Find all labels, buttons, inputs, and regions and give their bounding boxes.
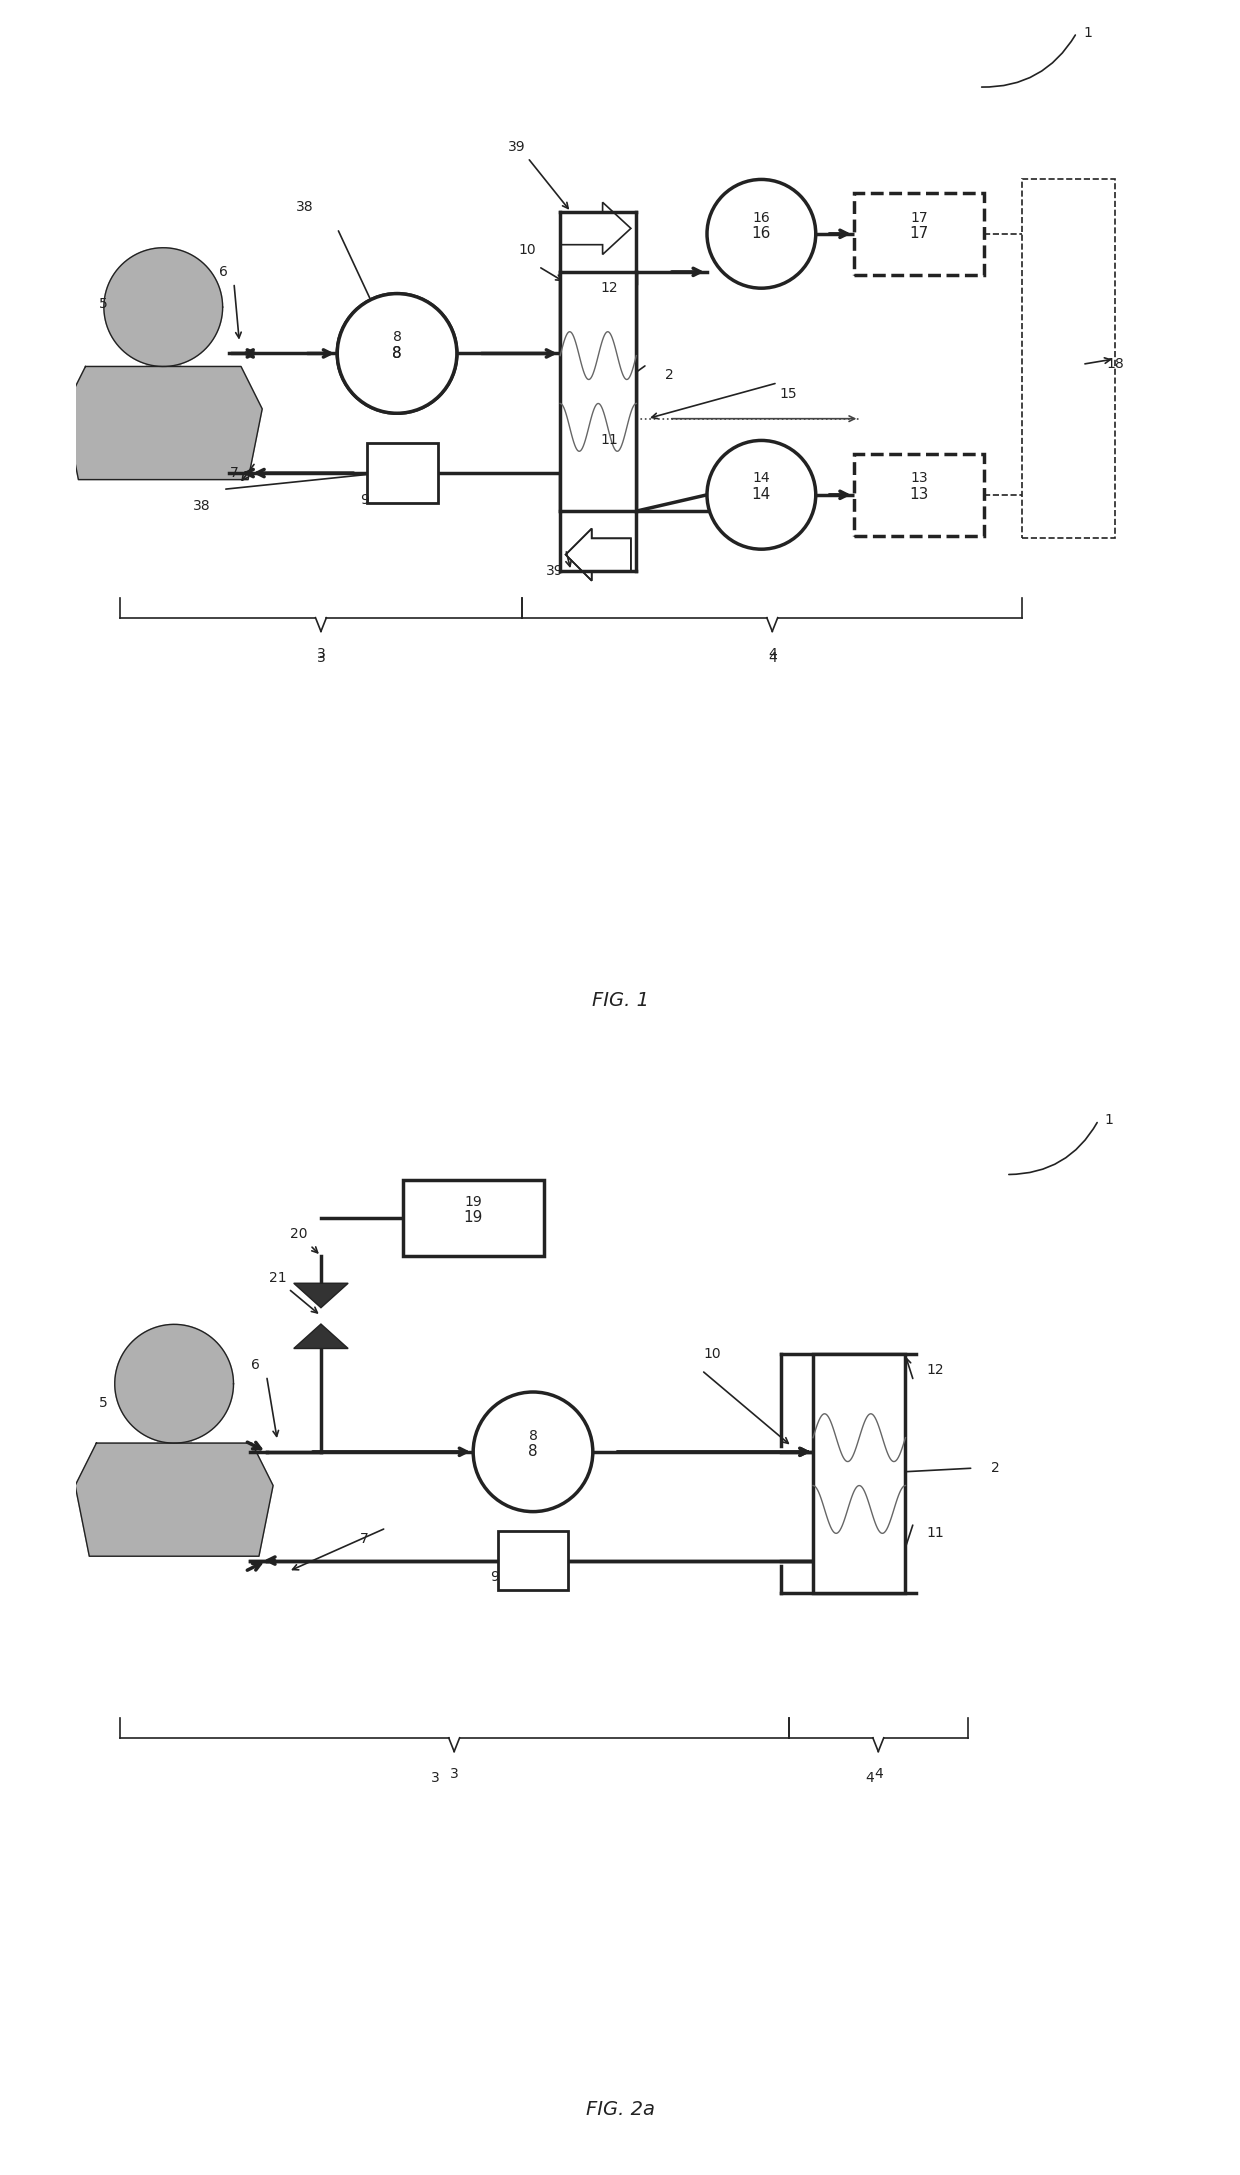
FancyBboxPatch shape	[854, 455, 985, 535]
Text: 14: 14	[751, 487, 771, 502]
Text: 7: 7	[229, 465, 238, 481]
FancyBboxPatch shape	[497, 1531, 568, 1590]
Text: 11: 11	[926, 1527, 944, 1540]
Circle shape	[707, 181, 816, 289]
Text: 2: 2	[991, 1462, 999, 1475]
Polygon shape	[115, 1325, 233, 1442]
Text: 18: 18	[1106, 357, 1123, 372]
Text: 4: 4	[768, 648, 776, 661]
Circle shape	[337, 294, 456, 413]
Text: 4: 4	[866, 1770, 874, 1786]
Text: 13: 13	[910, 472, 928, 485]
Text: 5: 5	[99, 298, 108, 311]
Text: 14: 14	[753, 472, 770, 485]
Text: 3: 3	[316, 648, 325, 661]
Text: 38: 38	[192, 498, 210, 513]
Text: 19: 19	[464, 1194, 482, 1209]
Text: 3: 3	[316, 650, 325, 666]
FancyBboxPatch shape	[813, 1353, 905, 1592]
Polygon shape	[157, 1436, 191, 1444]
Text: 13: 13	[909, 487, 929, 502]
Text: 12: 12	[926, 1364, 944, 1377]
Text: 9: 9	[360, 494, 368, 507]
Text: 8: 8	[392, 346, 402, 361]
Text: 16: 16	[751, 226, 771, 241]
Polygon shape	[76, 1444, 273, 1557]
Text: 15: 15	[780, 387, 797, 400]
Text: 1: 1	[1105, 1114, 1114, 1127]
Text: 10: 10	[703, 1346, 722, 1362]
Text: 38: 38	[296, 200, 314, 213]
Text: 12: 12	[600, 281, 618, 296]
Text: 19: 19	[464, 1211, 482, 1225]
Text: 11: 11	[600, 433, 618, 448]
Circle shape	[474, 1392, 593, 1512]
Text: 9: 9	[491, 1570, 500, 1583]
Polygon shape	[146, 359, 180, 365]
Text: 3: 3	[450, 1766, 459, 1781]
Text: 3: 3	[430, 1770, 439, 1786]
Text: 16: 16	[753, 211, 770, 224]
Circle shape	[337, 294, 456, 413]
Text: 8: 8	[528, 1444, 538, 1459]
Text: 8: 8	[528, 1429, 537, 1442]
Text: 1: 1	[1084, 26, 1092, 39]
Polygon shape	[294, 1283, 348, 1307]
Text: 10: 10	[518, 244, 537, 257]
Text: 39: 39	[546, 563, 563, 579]
Text: 8: 8	[393, 331, 402, 344]
Text: 4: 4	[768, 650, 776, 666]
Text: 17: 17	[910, 211, 928, 224]
Text: 6: 6	[218, 265, 227, 278]
Text: 20: 20	[290, 1227, 308, 1242]
Polygon shape	[294, 1325, 348, 1348]
Text: 7: 7	[360, 1531, 368, 1546]
Text: 4: 4	[874, 1766, 883, 1781]
Text: 17: 17	[909, 226, 929, 241]
FancyBboxPatch shape	[560, 272, 636, 511]
Polygon shape	[104, 248, 223, 365]
Text: 39: 39	[508, 139, 526, 154]
Text: 6: 6	[252, 1357, 260, 1372]
Text: 2: 2	[665, 368, 673, 383]
Text: 8: 8	[392, 346, 402, 361]
Text: 21: 21	[269, 1270, 286, 1285]
Text: 5: 5	[99, 1396, 108, 1409]
Text: FIG. 2a: FIG. 2a	[585, 2101, 655, 2118]
FancyBboxPatch shape	[367, 444, 438, 502]
Circle shape	[707, 439, 816, 550]
FancyBboxPatch shape	[403, 1179, 544, 1257]
FancyBboxPatch shape	[854, 194, 985, 274]
Polygon shape	[64, 365, 262, 481]
Text: FIG. 1: FIG. 1	[591, 992, 649, 1009]
